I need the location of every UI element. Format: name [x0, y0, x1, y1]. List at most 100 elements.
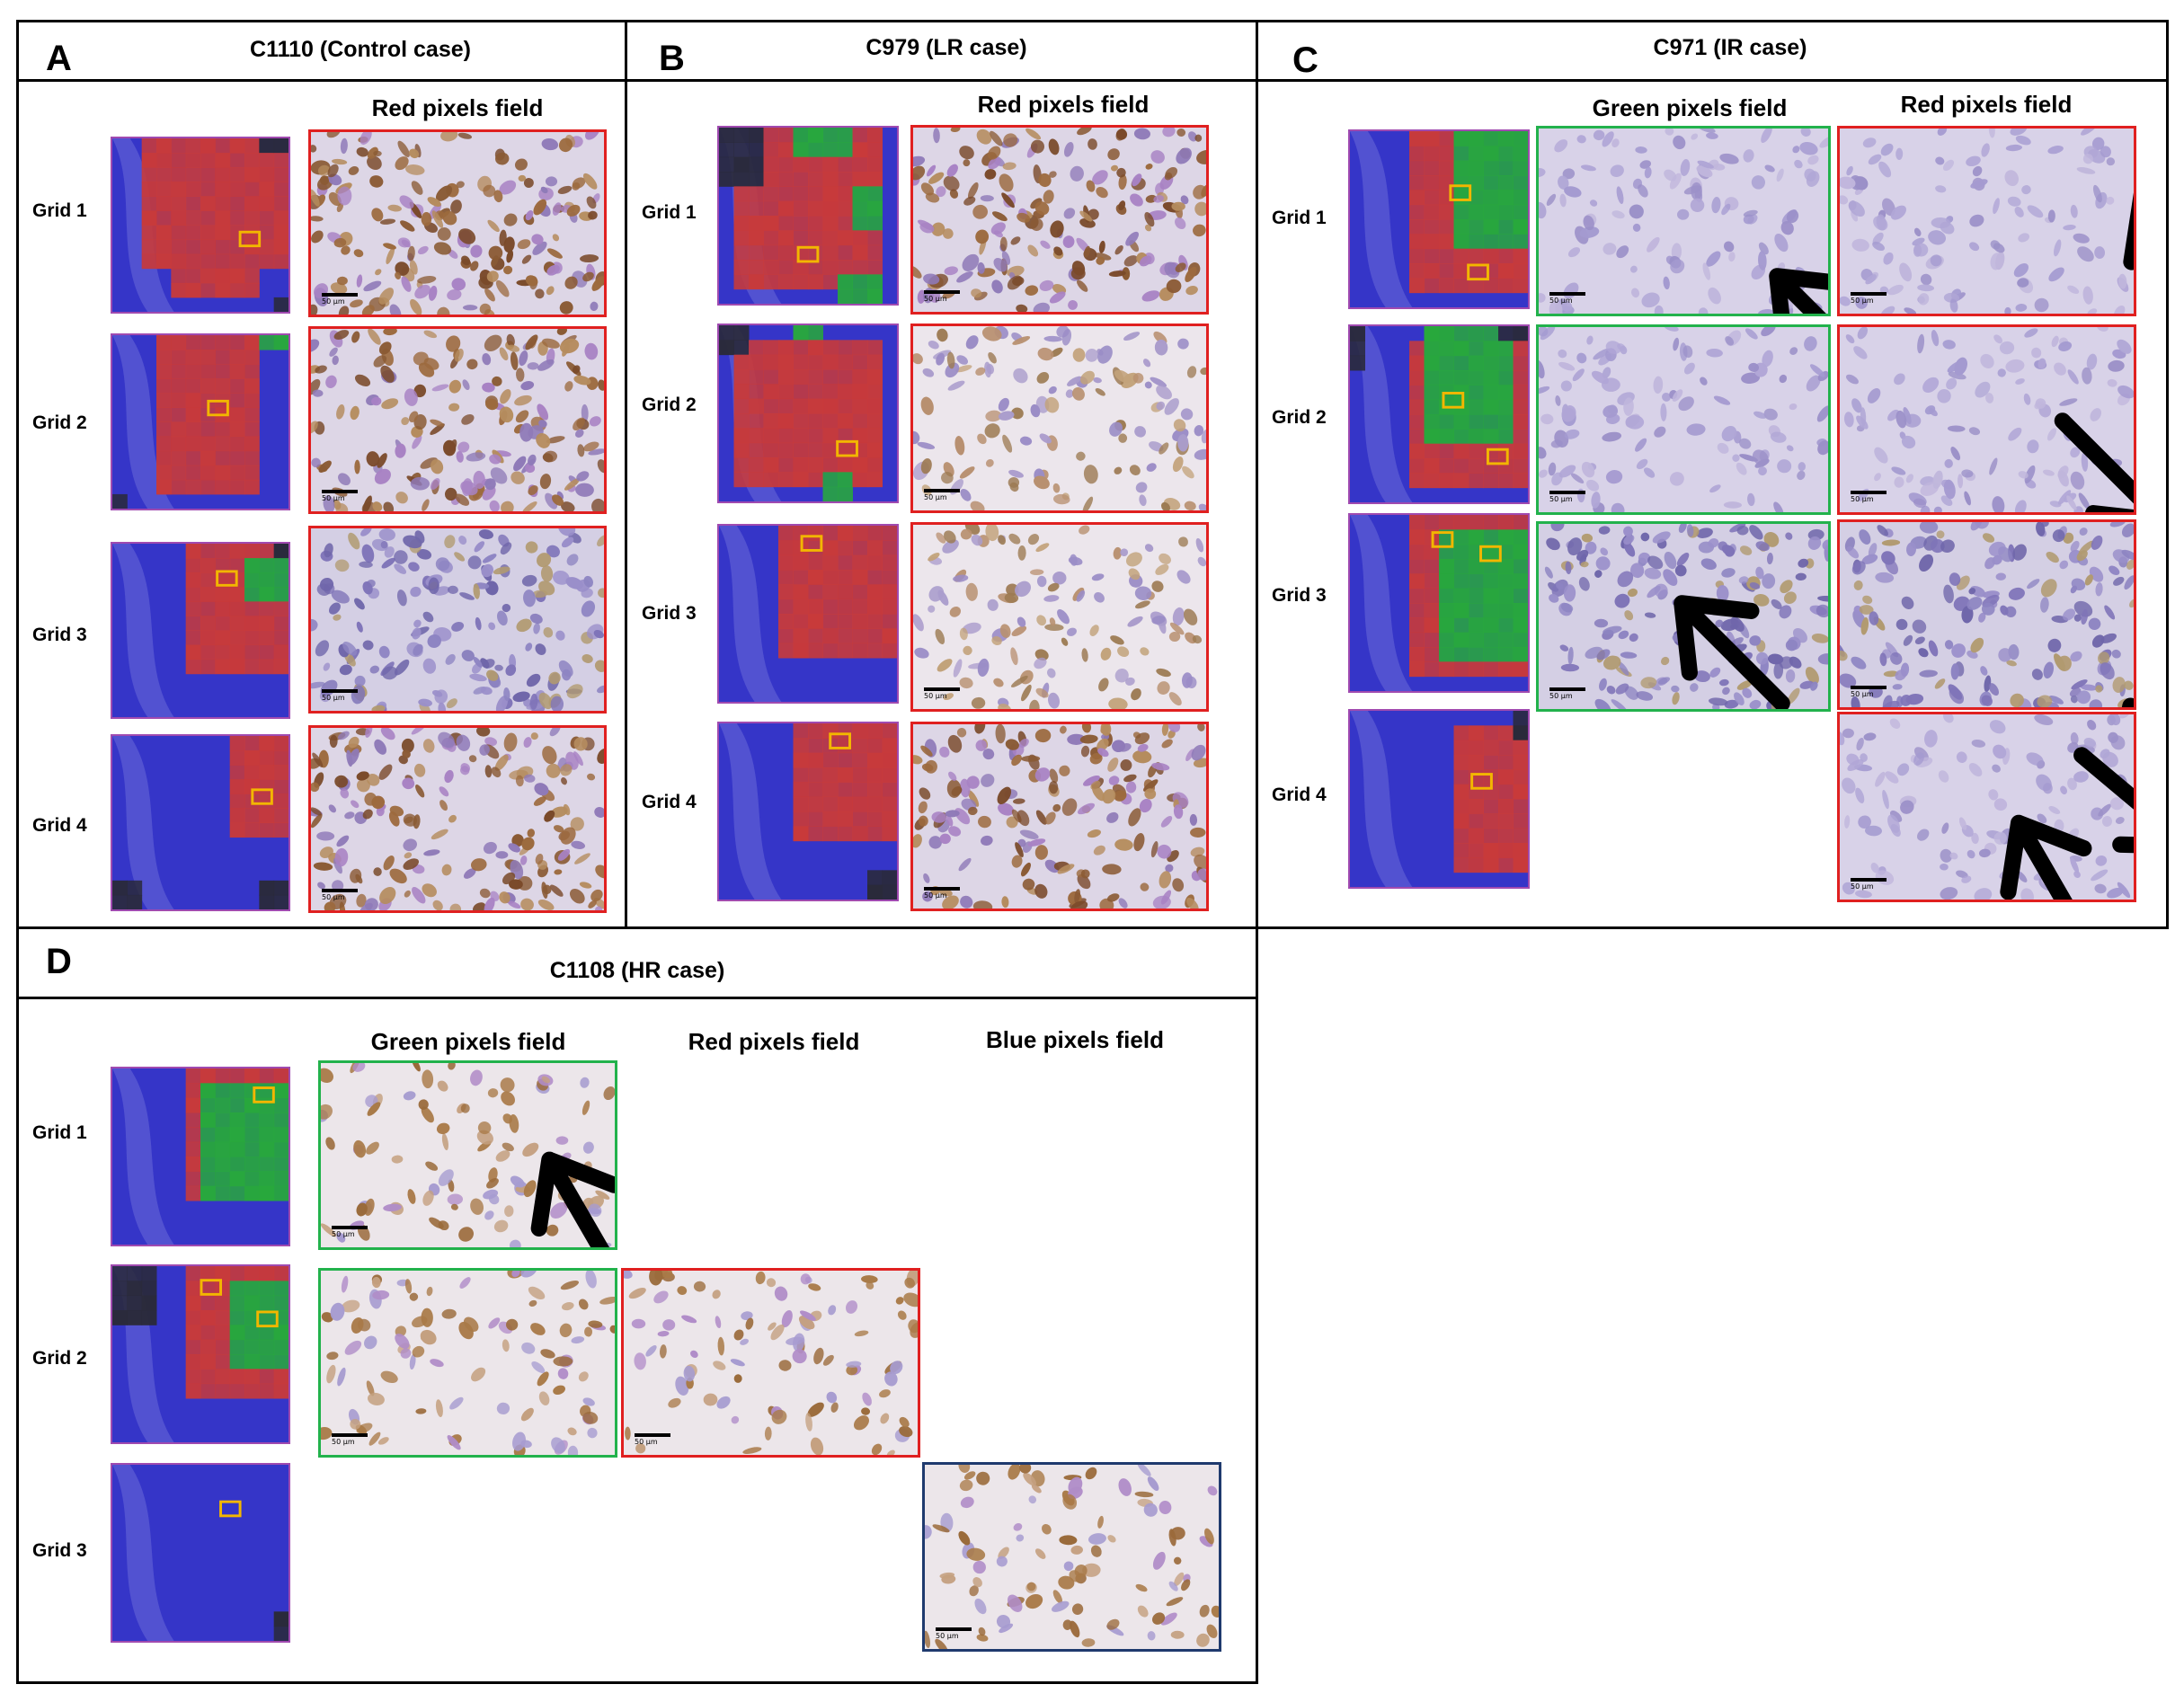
cell-nucleus [1594, 570, 1602, 578]
cell-nucleus [560, 1281, 580, 1290]
thumbnail-pixel-block [229, 282, 245, 298]
thumbnail-pixel-block [141, 182, 157, 197]
thumbnail-pixel-block [822, 826, 839, 842]
scale-bar-line [924, 290, 960, 294]
cell-nucleus [401, 738, 414, 753]
cell-nucleus [488, 1317, 501, 1329]
cell-nucleus [913, 265, 922, 279]
thumbnail-pixel-block [1483, 617, 1499, 634]
thumbnail-pixel-block [793, 782, 809, 798]
thumbnail-pixel-block [244, 1185, 260, 1201]
cell-nucleus [557, 185, 573, 194]
cell-nucleus [1691, 133, 1699, 140]
cell-nucleus [712, 1290, 721, 1299]
cell-nucleus [1855, 297, 1868, 309]
cell-nucleus [2098, 652, 2110, 665]
cell-nucleus [1153, 195, 1165, 203]
cell-nucleus [1063, 208, 1076, 219]
thumbnail-pixel-block [793, 340, 809, 356]
thumbnail-pixel-block [852, 796, 868, 812]
thumbnail-pixel-block [1439, 326, 1454, 341]
thumbnail-pixel-block [185, 1295, 201, 1311]
cell-nucleus [454, 348, 464, 362]
cell-nucleus [1034, 201, 1050, 216]
cell-nucleus [560, 827, 576, 845]
thumbnail-pixel-block [1498, 559, 1514, 574]
cell-nucleus [683, 1365, 696, 1382]
thumbnail-pixel-block [200, 1281, 216, 1297]
cell-nucleus [866, 1281, 874, 1290]
cell-nucleus [1786, 209, 1799, 224]
cell-nucleus [879, 1389, 891, 1398]
cell-nucleus [764, 1426, 772, 1440]
cell-nucleus [1070, 267, 1086, 280]
cell-nucleus [458, 1321, 474, 1340]
thumbnail-pixel-block [1483, 725, 1499, 741]
cell-nucleus [1207, 1485, 1218, 1496]
cell-nucleus [483, 841, 497, 855]
thumbnail-pixel-block [185, 153, 201, 168]
cell-nucleus [2113, 576, 2125, 586]
cell-nucleus [473, 902, 486, 910]
thumbnail-pixel-block [778, 628, 794, 644]
cell-nucleus [1170, 1527, 1185, 1540]
cell-nucleus [2047, 146, 2064, 155]
cell-nucleus [332, 158, 348, 165]
thumbnail-pixel-block [273, 1113, 289, 1128]
thumbnail-pixel-block [808, 428, 823, 444]
cell-nucleus [1098, 240, 1105, 253]
thumbnail-pixel-block [1453, 473, 1469, 489]
cell-nucleus [1035, 810, 1047, 825]
thumbnail-pixel-block [229, 765, 245, 780]
cell-nucleus [1114, 838, 1133, 851]
cell-nucleus [462, 305, 478, 311]
thumbnail-pixel-block [852, 598, 868, 615]
cell-nucleus [409, 148, 420, 159]
thumbnail-pixel-block [1498, 399, 1514, 415]
thumbnail-pixel-block [808, 457, 823, 473]
thumbnail-pixel-block [229, 450, 245, 466]
thumbnail-graphic [719, 325, 897, 501]
cell-nucleus [431, 458, 444, 474]
panel-b-grid-2-label: Grid 2 [642, 394, 697, 415]
thumbnail-pixel-block [1483, 248, 1499, 264]
thumbnail-pixel-block [1513, 725, 1528, 741]
cell-nucleus [513, 456, 527, 472]
cell-nucleus [2004, 306, 2011, 314]
cell-nucleus [713, 1361, 726, 1370]
cell-nucleus [2087, 719, 2097, 731]
cell-nucleus [418, 1099, 429, 1110]
thumbnail-pixel-block [1409, 160, 1425, 176]
cell-nucleus [1981, 695, 1993, 706]
panel-d-grid-3-thumbnail [111, 1463, 290, 1643]
cell-nucleus [1094, 592, 1105, 603]
thumbnail-pixel-block [200, 1068, 216, 1084]
cell-nucleus [1602, 131, 1614, 147]
thumbnail-pixel-block [185, 393, 201, 408]
cell-nucleus [1615, 683, 1629, 695]
thumbnail-pixel-block [200, 335, 216, 350]
cell-nucleus [2008, 587, 2025, 600]
panel-d-grid-2-red-field: 50 μm [621, 1268, 920, 1458]
thumbnail-pixel-block [259, 182, 275, 197]
thumbnail-pixel-block [244, 1310, 260, 1325]
cell-nucleus [478, 529, 494, 539]
thumbnail-pixel-block [244, 1281, 260, 1297]
cell-nucleus [1077, 873, 1091, 890]
thumbnail-pixel-block [882, 643, 897, 659]
thumbnail-pixel-block [778, 472, 794, 488]
thumbnail-pixel-block [1498, 429, 1514, 445]
cell-nucleus [2057, 655, 2072, 671]
cell-nucleus [1540, 327, 1556, 341]
thumbnail-pixel-block [1439, 414, 1454, 430]
cell-nucleus [414, 284, 431, 299]
thumbnail-pixel-block [808, 142, 823, 158]
annotation-arrow-path [1819, 379, 1831, 515]
cell-nucleus [1617, 571, 1634, 588]
cell-nucleus [409, 260, 418, 275]
roi-box [800, 535, 823, 552]
cell-nucleus [1057, 609, 1070, 625]
thumbnail-pixel-block [838, 457, 853, 473]
cell-nucleus [362, 809, 373, 820]
thumbnail-pixel-block [1409, 355, 1425, 371]
